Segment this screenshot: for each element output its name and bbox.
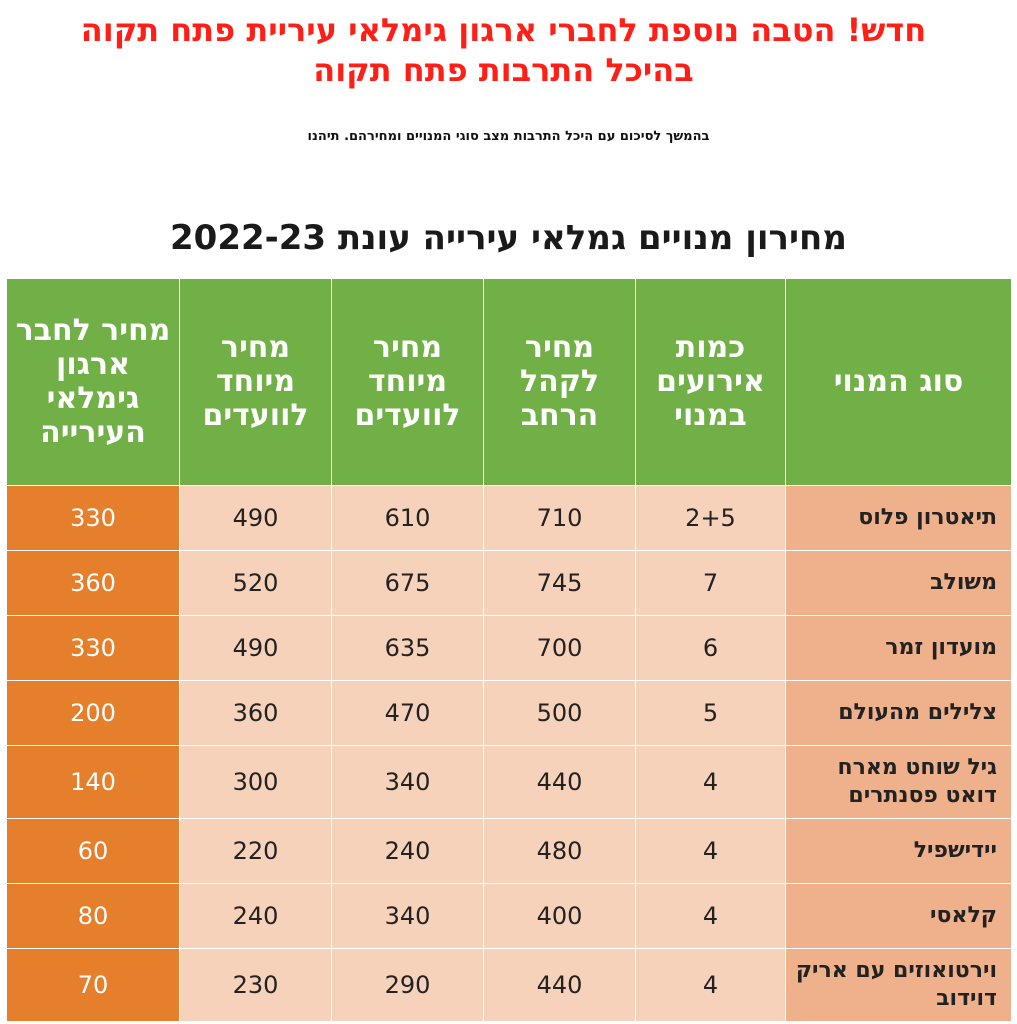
member-price-cell: 200	[6, 680, 180, 746]
public-price-cell: 400	[483, 883, 636, 949]
public-price-cell: 440	[483, 948, 636, 1022]
col-header-member-price: מחיר לחבר ארגון גימלאי העירייה	[6, 278, 180, 486]
table-row: יידישפיל 4 480 240 220 60	[6, 818, 1012, 884]
price-table: סוג המנוי כמות אירועים במנוי מחיר לקהל ה…	[6, 278, 1012, 1022]
member-price-cell: 330	[6, 485, 180, 551]
committee-price-1-cell: 340	[331, 883, 484, 949]
table-row: וירטואוזים עם אריק דוידוב 4 440 290 230 70	[6, 948, 1012, 1022]
col-header-type: סוג המנוי	[785, 278, 1012, 486]
table-row: משולב 7 745 675 520 360	[6, 550, 1012, 616]
committee-price-2-cell: 520	[179, 550, 332, 616]
subscription-type-cell: גיל שוחט מארח דואט פסנתרים	[785, 745, 1012, 819]
committee-price-1-cell: 340	[331, 745, 484, 819]
events-count-cell: 4	[635, 745, 786, 819]
headline-line-1: חדש! הטבה נוספת לחברי ארגון גימלאי עיריי…	[80, 11, 927, 49]
public-price-cell: 710	[483, 485, 636, 551]
member-price-cell: 60	[6, 818, 180, 884]
public-price-cell: 500	[483, 680, 636, 746]
subscription-type-cell: מועדון זמר	[785, 615, 1012, 681]
committee-price-2-cell: 220	[179, 818, 332, 884]
subscription-type-cell: וירטואוזים עם אריק דוידוב	[785, 948, 1012, 1022]
member-price-cell: 70	[6, 948, 180, 1022]
member-price-cell: 80	[6, 883, 180, 949]
table-row: קלאסי 4 400 340 240 80	[6, 883, 1012, 949]
committee-price-2-cell: 300	[179, 745, 332, 819]
events-count-cell: 7	[635, 550, 786, 616]
public-price-cell: 700	[483, 615, 636, 681]
committee-price-1-cell: 470	[331, 680, 484, 746]
table-title: מחירון מנויים גמלאי עירייה עונת 2022-23	[170, 218, 847, 258]
public-price-cell: 440	[483, 745, 636, 819]
subscription-type-cell: תיאטרון פלוס	[785, 485, 1012, 551]
table-header-row: סוג המנוי כמות אירועים במנוי מחיר לקהל ה…	[6, 278, 1012, 486]
events-count-cell: 4	[635, 883, 786, 949]
col-header-committee-price-2: מחיר מיוחד לוועדים	[179, 278, 332, 486]
committee-price-1-cell: 290	[331, 948, 484, 1022]
subscription-type-cell: קלאסי	[785, 883, 1012, 949]
events-count-cell: 5	[635, 680, 786, 746]
committee-price-1-cell: 610	[331, 485, 484, 551]
col-header-committee-price-1: מחיר מיוחד לוועדים	[331, 278, 484, 486]
subscription-type-cell: צלילים מהעולם	[785, 680, 1012, 746]
committee-price-1-cell: 240	[331, 818, 484, 884]
table-row: תיאטרון פלוס 2+5 710 610 490 330	[6, 485, 1012, 551]
public-price-cell: 745	[483, 550, 636, 616]
committee-price-2-cell: 490	[179, 485, 332, 551]
table-row: מועדון זמר 6 700 635 490 330	[6, 615, 1012, 681]
member-price-cell: 140	[6, 745, 180, 819]
table-row: צלילים מהעולם 5 500 470 360 200	[6, 680, 1012, 746]
events-count-cell: 4	[635, 948, 786, 1022]
table-row: גיל שוחט מארח דואט פסנתרים 4 440 340 300 140	[6, 745, 1012, 819]
col-header-events: כמות אירועים במנוי	[635, 278, 786, 486]
subscription-type-cell: יידישפיל	[785, 818, 1012, 884]
committee-price-2-cell: 360	[179, 680, 332, 746]
committee-price-1-cell: 675	[331, 550, 484, 616]
events-count-cell: 4	[635, 818, 786, 884]
subscription-type-cell: משולב	[785, 550, 1012, 616]
public-price-cell: 480	[483, 818, 636, 884]
headline-line-2: בהיכל התרבות פתח תקוה	[313, 51, 694, 89]
member-price-cell: 330	[6, 615, 180, 681]
events-count-cell: 6	[635, 615, 786, 681]
committee-price-2-cell: 490	[179, 615, 332, 681]
headline: חדש! הטבה נוספת לחברי ארגון גימלאי עיריי…	[20, 10, 987, 90]
committee-price-2-cell: 240	[179, 883, 332, 949]
subline: בהמשך לסיכום עם היכל התרבות מצב סוגי המנ…	[307, 129, 710, 144]
committee-price-2-cell: 230	[179, 948, 332, 1022]
member-price-cell: 360	[6, 550, 180, 616]
events-count-cell: 2+5	[635, 485, 786, 551]
committee-price-1-cell: 635	[331, 615, 484, 681]
col-header-public-price: מחיר לקהל הרחב	[483, 278, 636, 486]
